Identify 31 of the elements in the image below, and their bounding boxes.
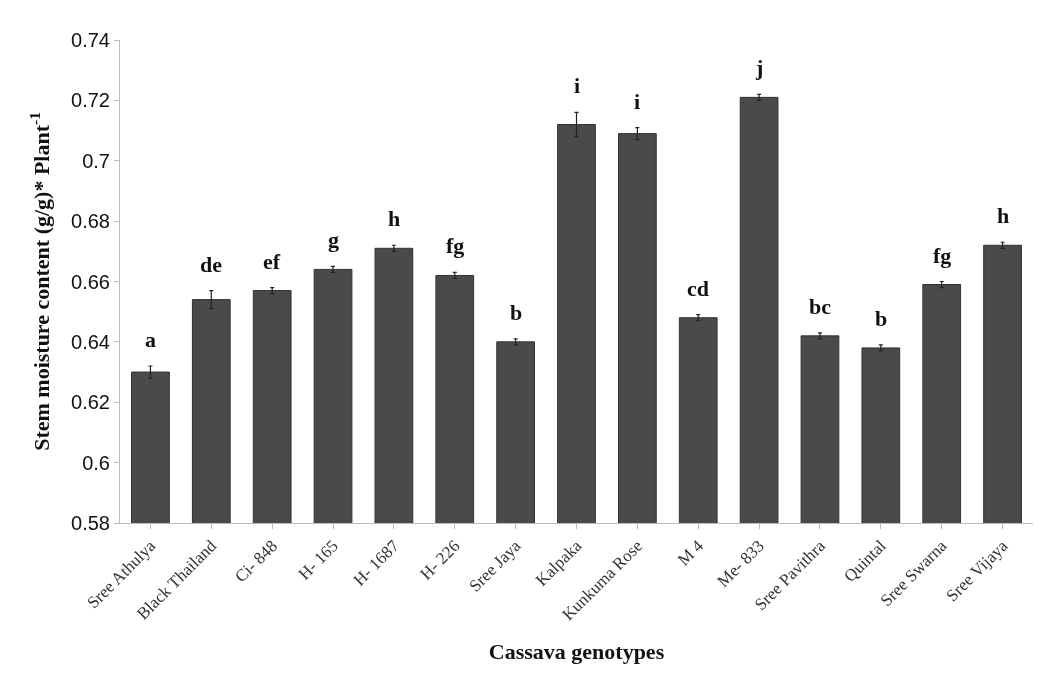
data-label: h (997, 203, 1010, 228)
x-tick-label: H- 165 (294, 536, 342, 584)
y-tick-label: 0.72 (71, 89, 110, 112)
data-label: fg (446, 233, 465, 258)
y-tick-label: 0.62 (71, 391, 110, 414)
data-label: i (574, 73, 581, 98)
x-tick-label: H- 226 (416, 536, 464, 584)
data-label: ef (263, 249, 281, 274)
data-label: j (755, 55, 764, 80)
y-tick-label: 0.64 (71, 330, 110, 353)
x-tick-label: Me- 833 (713, 536, 768, 591)
y-tick-label: 0.74 (71, 29, 110, 51)
data-label: fg (933, 243, 952, 268)
y-tick-label: 0.68 (71, 210, 110, 233)
y-tick-label: 0.7 (82, 149, 110, 172)
x-tick-label: M 4 (673, 535, 708, 570)
data-label: i (634, 89, 641, 114)
data-label: cd (687, 276, 709, 301)
y-tick-label: 0.66 (71, 270, 110, 293)
x-tick-label: Ci- 848 (231, 536, 282, 587)
data-label: a (145, 327, 156, 352)
data-label: b (510, 300, 523, 325)
data-label: h (388, 206, 401, 231)
y-tick-label: 0.6 (82, 451, 110, 474)
data-label: g (328, 227, 339, 252)
x-tick-label: Sree Jaya (465, 535, 525, 596)
data-label: bc (809, 294, 832, 319)
data-label: de (200, 252, 223, 277)
data-label: b (875, 306, 888, 331)
y-tick-label: 0.58 (71, 512, 110, 534)
x-axis-title: Cassava genotypes (488, 639, 665, 665)
